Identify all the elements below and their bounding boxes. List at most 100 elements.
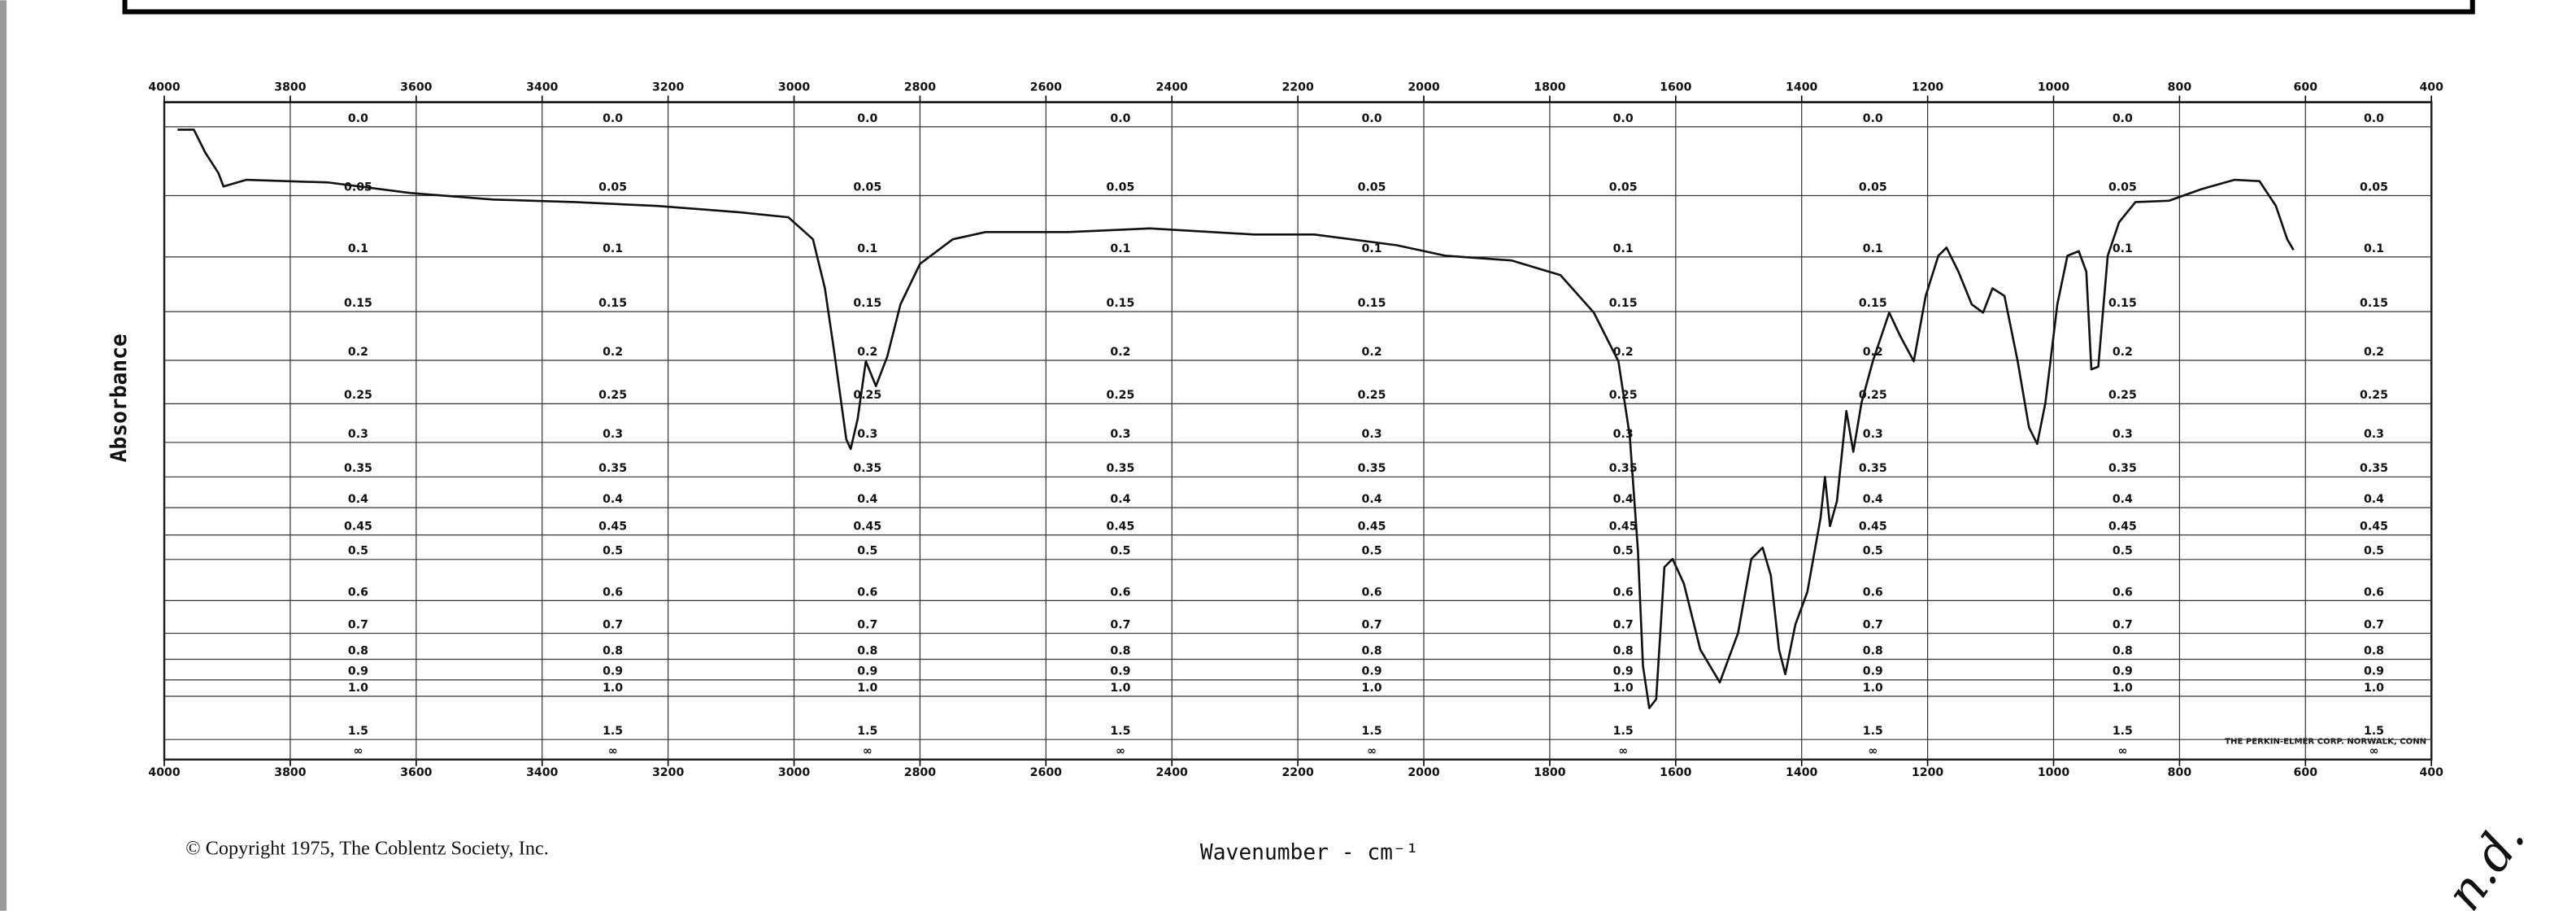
y-tick-label: 0.6 (1110, 586, 1130, 599)
y-tick-label: 0.9 (603, 665, 623, 678)
x-tick-label: 3200 (652, 81, 684, 94)
y-tick-label: 0.5 (1110, 545, 1130, 558)
y-tick-label: 0.8 (2113, 644, 2133, 657)
y-tick-label: 0.0 (857, 112, 877, 125)
y-tick-label: 0.3 (857, 428, 877, 441)
x-tick-label: 1800 (1534, 766, 1565, 779)
y-tick-label: 0.05 (1106, 181, 1134, 194)
y-tick-label: 0.4 (348, 493, 368, 506)
x-tick-label: 600 (2294, 81, 2318, 94)
y-tick-label: 0.8 (1613, 644, 1634, 657)
y-tick-label: 0.5 (2364, 545, 2384, 558)
x-tick-label: 2800 (904, 81, 936, 94)
y-tick-label: ∞ (1618, 745, 1628, 758)
y-tick-label: 0.5 (348, 545, 368, 558)
y-tick-label: 0.1 (1362, 242, 1382, 255)
y-tick-label: 0.25 (598, 389, 627, 402)
x-tick-label: 800 (2168, 766, 2192, 779)
y-tick-label: 0.5 (1613, 545, 1634, 558)
y-tick-label: 0.2 (1362, 346, 1382, 359)
y-tick-label: 1.0 (1613, 682, 1634, 695)
y-tick-label: 0.45 (344, 521, 372, 534)
y-tick-label: 0.15 (1106, 297, 1134, 310)
y-tick-label: 1.5 (2364, 725, 2384, 738)
y-tick-label: 1.5 (1613, 725, 1634, 738)
y-tick-label: ∞ (1367, 745, 1377, 758)
y-tick-label: 0.0 (1863, 112, 1883, 125)
x-tick-label: 4000 (148, 81, 180, 94)
y-tick-label: 1.0 (1362, 682, 1382, 695)
x-tick-label: 1000 (2038, 81, 2069, 94)
y-tick-label: 0.8 (1362, 644, 1382, 657)
y-tick-label: 0.4 (1110, 493, 1130, 506)
y-tick-label: 0.2 (603, 346, 623, 359)
y-tick-label: 0.5 (2113, 545, 2133, 558)
x-tick-label: 600 (2294, 766, 2318, 779)
y-tick-label: 0.15 (344, 297, 372, 310)
y-tick-label: 0.4 (603, 493, 623, 506)
y-tick-label: 0.0 (603, 112, 623, 125)
y-tick-label: 0.2 (1110, 346, 1130, 359)
y-tick-label: 0.35 (344, 462, 372, 475)
y-tick-label: 0.4 (1863, 493, 1883, 506)
y-tick-label: 0.8 (348, 644, 368, 657)
x-tick-label: 400 (2419, 81, 2443, 94)
y-tick-label: 0.4 (1613, 493, 1634, 506)
y-tick-label: 0.6 (1863, 586, 1883, 599)
y-tick-label: ∞ (1116, 745, 1125, 758)
y-tick-label: 0.9 (2113, 665, 2133, 678)
y-tick-label: 0.4 (2364, 493, 2384, 506)
x-tick-label: 3400 (526, 81, 558, 94)
y-tick-label: 0.1 (2364, 242, 2384, 255)
y-tick-label: 1.0 (1110, 682, 1130, 695)
y-tick-label: 0.0 (348, 112, 368, 125)
y-tick-label: 0.6 (603, 586, 623, 599)
y-tick-label: 1.5 (857, 725, 877, 738)
y-tick-label: 0.2 (2364, 346, 2384, 359)
y-tick-label: 0.6 (2113, 586, 2133, 599)
y-tick-label: 0.6 (2364, 586, 2384, 599)
y-tick-label: 0.8 (1110, 644, 1130, 657)
x-tick-label: 1600 (1660, 81, 1691, 94)
y-tick-label: 0.05 (598, 181, 627, 194)
y-tick-label: 0.15 (1358, 297, 1386, 310)
y-tick-label: 0.8 (2364, 644, 2384, 657)
header-box (122, 0, 2475, 15)
x-tick-label: 1800 (1534, 81, 1565, 94)
y-tick-label: 0.3 (2364, 428, 2384, 441)
x-tick-label: 3600 (400, 81, 432, 94)
scan-edge (0, 0, 7, 911)
x-tick-label: 3000 (778, 766, 810, 779)
y-tick-label: 0.9 (348, 665, 368, 678)
y-tick-label: 0.6 (857, 586, 877, 599)
y-tick-label: 0.35 (598, 462, 627, 475)
y-tick-label: 0.1 (348, 242, 368, 255)
x-tick-label: 3200 (652, 766, 684, 779)
y-tick-label: 0.5 (1362, 545, 1382, 558)
y-tick-label: 0.0 (1362, 112, 1382, 125)
y-tick-label: 0.35 (2108, 462, 2137, 475)
y-tick-label: 0.25 (2360, 389, 2388, 402)
y-axis-label: Absorbance (107, 333, 132, 462)
y-tick-label: 0.25 (1859, 389, 1887, 402)
y-tick-label: 0.3 (1863, 428, 1883, 441)
y-tick-label: 0.1 (1613, 242, 1634, 255)
y-tick-label: ∞ (608, 745, 618, 758)
y-tick-label: 1.0 (603, 682, 623, 695)
y-tick-label: 0.3 (2113, 428, 2133, 441)
x-tick-label: 1200 (1912, 766, 1943, 779)
y-tick-label: 0.1 (1110, 242, 1130, 255)
y-tick-label: 0.5 (603, 545, 623, 558)
y-tick-label: 0.7 (2364, 618, 2384, 631)
y-tick-label: 0.15 (1859, 297, 1887, 310)
y-tick-label: 0.4 (2113, 493, 2133, 506)
y-tick-label: 0.25 (344, 389, 372, 402)
y-tick-label: ∞ (863, 745, 872, 758)
y-tick-label: 0.8 (603, 644, 623, 657)
y-tick-label: 0.35 (2360, 462, 2388, 475)
y-tick-label: 1.5 (603, 725, 623, 738)
y-tick-label: 0.0 (2113, 112, 2133, 125)
y-tick-label: 0.05 (1609, 181, 1638, 194)
y-tick-label: 0.35 (853, 462, 881, 475)
